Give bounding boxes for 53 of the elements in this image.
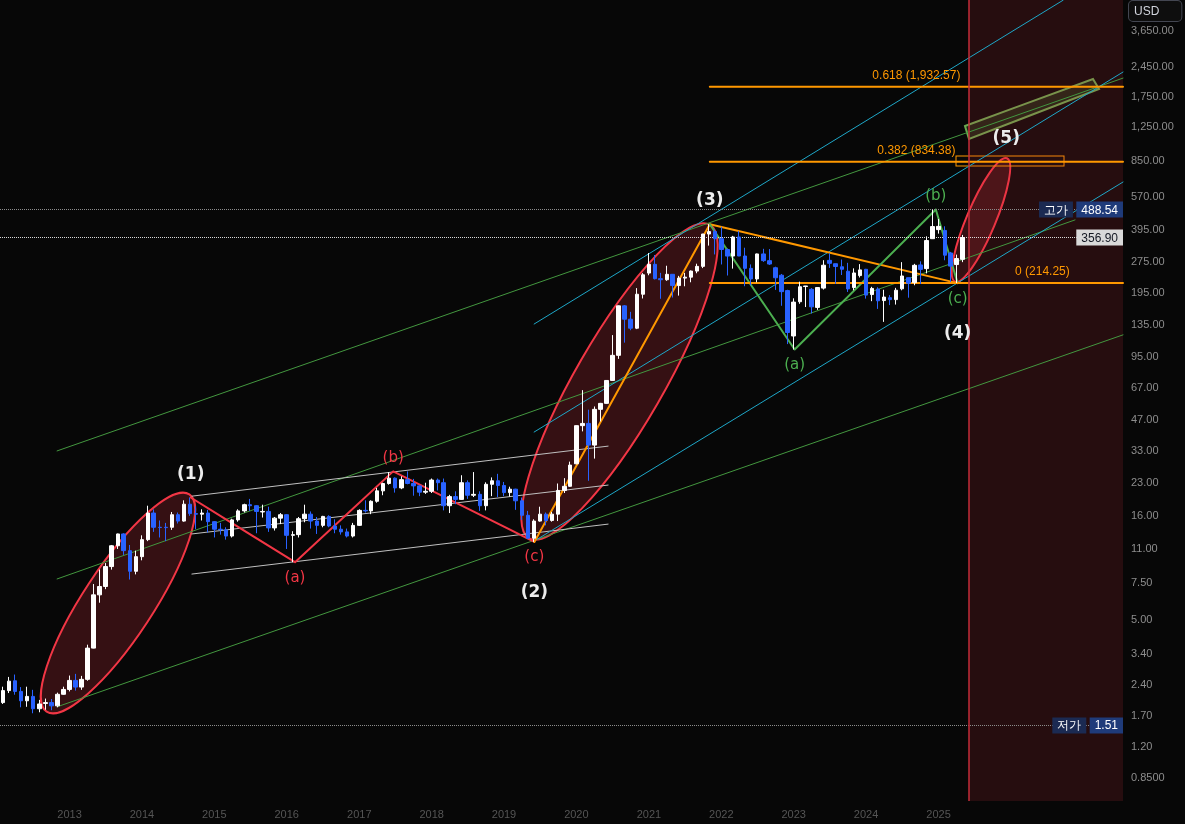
ref-line-label: 저가 1.51 [1057,718,1119,733]
y-tick-label: 3,650.00 [1131,24,1174,37]
y-tick-label: 195.00 [1131,285,1165,298]
annotation: (3) [696,189,724,210]
y-tick-label: 47.00 [1131,412,1159,425]
x-tick-label: 2024 [853,807,879,820]
y-tick-label: 23.00 [1131,476,1159,489]
data-label: (a) [284,567,306,586]
x-tick-label: 2016 [274,807,299,820]
data-label: (b) [925,186,947,205]
y-tick-label: 3.40 [1131,646,1153,659]
y-tick-label: 850.00 [1131,154,1165,167]
data-label: (a) [784,355,806,374]
y-tick-label: 67.00 [1131,380,1159,393]
y-tick-label: 1.70 [1131,708,1153,721]
annotation: (1) [177,462,205,483]
x-tick-label: 2025 [926,807,951,820]
y-tick-label: 33.00 [1131,444,1159,457]
x-tick-label: 2020 [564,807,589,820]
data-label: (b) [382,447,404,466]
ref-line-label: 고가 488.54 [1043,202,1119,217]
data-label: (c) [947,288,968,307]
y-tick-label: 570.00 [1131,189,1165,202]
y-tick-label: 275.00 [1131,254,1165,267]
x-tick-label: 2015 [202,807,227,820]
x-tick-label: 2014 [129,807,155,820]
x-tick-label: 2022 [709,807,734,820]
x-tick-label: 2019 [491,807,517,820]
y-tick-label: 1,750.00 [1131,89,1174,102]
y-tick-label: 5.00 [1131,612,1153,625]
x-tick-label: 2023 [781,807,806,820]
annotation: (5) [992,126,1020,147]
y-tick-label: 11.00 [1131,542,1158,555]
y-tick-label: 395.00 [1131,222,1165,235]
y-tick-label: 135.00 [1131,318,1165,331]
y-tick-label: 1.20 [1131,739,1153,752]
x-tick-label: 2017 [347,807,372,820]
series-label: 0.382 (834.38) [877,142,956,157]
ref-line-label: 356.90 [1081,230,1119,245]
y-tick-label: 2,450.00 [1131,59,1174,72]
y-tick-label: 16.00 [1131,508,1159,521]
y-axis-title: USD [1134,4,1160,18]
annotation: (2) [520,580,549,601]
y-tick-label: 7.50 [1131,576,1153,589]
x-tick-label: 2021 [636,807,662,820]
y-tick-label: 1,250.00 [1131,119,1174,132]
y-tick-label: 95.00 [1131,349,1159,362]
series-label: 0 (214.25) [1015,264,1070,279]
x-tick-label: 2018 [419,807,444,820]
y-tick-label: 0.8500 [1131,770,1165,783]
y-tick-label: 2.40 [1131,678,1153,691]
data-label: (c) [524,547,545,566]
x-tick-label: 2013 [57,807,82,820]
